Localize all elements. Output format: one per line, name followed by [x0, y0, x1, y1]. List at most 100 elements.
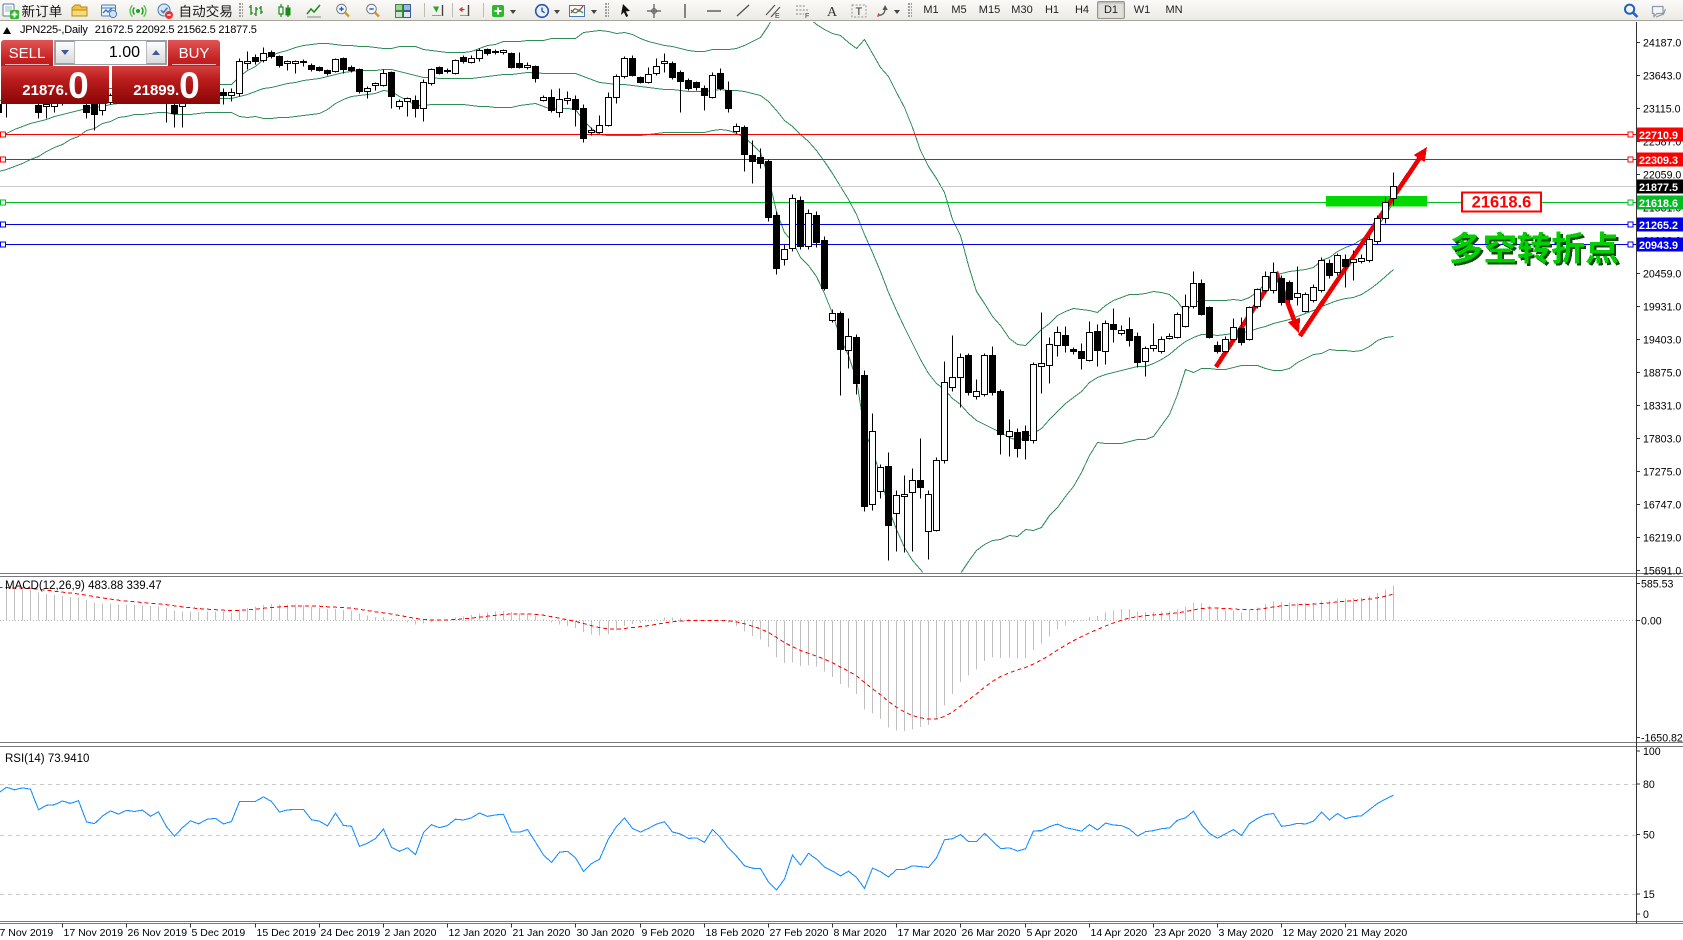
candle — [845, 318, 852, 369]
candle — [1054, 326, 1061, 357]
timeframe-button-w1[interactable]: W1 — [1133, 4, 1151, 16]
fibonacci-icon[interactable]: F — [794, 1, 812, 20]
hline-handle-left[interactable] — [0, 156, 6, 163]
timeframe-button-m30[interactable]: M30 — [1011, 4, 1033, 16]
chart-profile-icon[interactable] — [71, 1, 89, 20]
date-tick-label: 26 Mar 2020 — [962, 927, 1021, 939]
sell-button-label: SELL — [8, 44, 46, 62]
arrow-shaft — [1298, 154, 1424, 338]
hline-handle-left[interactable] — [0, 199, 6, 206]
timeframe-button-h1[interactable]: H1 — [1044, 4, 1060, 16]
hline-handle-left[interactable] — [0, 131, 6, 138]
auto-scroll-icon[interactable] — [429, 1, 447, 20]
collapse-arrow-icon[interactable] — [3, 26, 11, 34]
candle-chart-icon[interactable] — [276, 1, 294, 20]
buy-price-button[interactable]: 21899. 0 — [112, 66, 220, 104]
indicators-dropdown-caret[interactable] — [509, 1, 518, 20]
volume-increase-button[interactable] — [146, 41, 166, 64]
candle — [1046, 337, 1053, 384]
trend-arrow-3[interactable] — [1298, 147, 1427, 338]
text-icon[interactable]: A — [823, 1, 841, 20]
chart-shift-icon[interactable] — [457, 1, 475, 20]
hline-handle-right[interactable] — [1627, 221, 1634, 228]
hline-handle-left[interactable] — [0, 221, 6, 228]
text-label-icon[interactable]: T — [850, 1, 868, 20]
svg-text:T: T — [856, 6, 863, 18]
candle — [949, 335, 956, 392]
timeframe-button-h4[interactable]: H4 — [1074, 4, 1090, 16]
timeframe-button-d1[interactable]: D1 — [1097, 1, 1125, 19]
bar-chart-icon[interactable] — [247, 1, 265, 20]
candle — [605, 92, 612, 127]
autotrading-button-label[interactable] — [178, 1, 234, 20]
line-chart-icon[interactable] — [305, 1, 323, 20]
candle-body — [588, 130, 595, 133]
hline-handle-right[interactable] — [1627, 131, 1634, 138]
timeframe-button-m15[interactable]: M15 — [978, 4, 1001, 16]
candle-body — [1182, 306, 1189, 327]
market-watch-icon[interactable] — [100, 1, 118, 20]
candle-body — [35, 105, 42, 113]
arrows-tool-icon[interactable] — [874, 1, 892, 20]
candle-body — [957, 357, 964, 378]
chart-canvas[interactable]: 21618.624187.023643.023115.022587.022059… — [0, 21, 1683, 940]
hline-handle-right[interactable] — [1627, 156, 1634, 163]
candle-body — [717, 73, 724, 89]
hline-handle-left[interactable] — [0, 241, 6, 248]
hline-handle-right[interactable] — [1627, 199, 1634, 206]
candle — [420, 79, 427, 122]
vertical-line-icon[interactable] — [676, 1, 694, 20]
periods-icon[interactable] — [533, 1, 551, 20]
volume-decrease-button[interactable] — [55, 41, 75, 64]
autotrading-icon[interactable] — [156, 1, 174, 20]
templates-icon[interactable] — [568, 1, 586, 20]
zoom-in-icon[interactable] — [334, 1, 352, 20]
hline-handle-right[interactable] — [1627, 241, 1634, 248]
candle — [909, 468, 916, 552]
price-badge-text: 21877.5 — [1639, 182, 1678, 194]
timeframe-button-m1[interactable]: M1 — [923, 4, 939, 16]
channel-icon[interactable]: E — [764, 1, 782, 20]
candle-body — [821, 240, 828, 289]
price-callout-box[interactable] — [1461, 191, 1542, 213]
support-zone-rectangle[interactable] — [1326, 196, 1427, 207]
sell-price-pips: 0 — [68, 65, 89, 106]
new-order-button-label[interactable] — [21, 1, 65, 20]
candle-body — [1326, 263, 1333, 276]
candle-body — [1118, 330, 1125, 334]
candle-body — [1262, 276, 1269, 291]
trendline-icon[interactable] — [734, 1, 752, 20]
arrows-dropdown-caret[interactable] — [893, 1, 902, 20]
tile-windows-icon[interactable] — [394, 1, 412, 20]
candle-body — [925, 494, 932, 532]
buy-price-main: 21899 — [133, 82, 175, 99]
sell-price-button[interactable]: 21876. 0 — [1, 66, 109, 104]
candle — [1038, 312, 1045, 394]
cursor-icon[interactable] — [617, 1, 635, 20]
chat-icon[interactable] — [1650, 1, 1668, 20]
annotation-cjk[interactable] — [1450, 231, 1621, 267]
crosshair-icon[interactable] — [645, 1, 663, 20]
candle — [749, 140, 756, 184]
new-order-icon[interactable] — [2, 1, 20, 20]
templates-dropdown-caret[interactable] — [590, 1, 599, 20]
indicators-icon[interactable] — [489, 1, 507, 20]
signals-icon[interactable] — [129, 1, 147, 20]
timeframe-button-mn[interactable]: MN — [1165, 4, 1183, 16]
candle-body — [468, 58, 475, 63]
date-tick-label: 17 Nov 2019 — [64, 927, 124, 939]
candle-body — [340, 58, 347, 70]
candle-body — [837, 313, 844, 350]
candle-body — [548, 97, 555, 111]
horizontal-line-icon[interactable] — [705, 1, 723, 20]
price-tick-label: 18331.0 — [1643, 401, 1681, 413]
candle-body — [829, 313, 836, 321]
volume-input[interactable]: 1.00 — [108, 43, 140, 61]
candle — [893, 490, 900, 552]
candle — [356, 68, 363, 94]
timeframe-button-m5[interactable]: M5 — [951, 4, 967, 16]
zoom-out-icon[interactable] — [364, 1, 382, 20]
periods-dropdown-caret[interactable] — [553, 1, 562, 20]
candle — [83, 103, 90, 119]
search-icon[interactable] — [1622, 1, 1640, 20]
